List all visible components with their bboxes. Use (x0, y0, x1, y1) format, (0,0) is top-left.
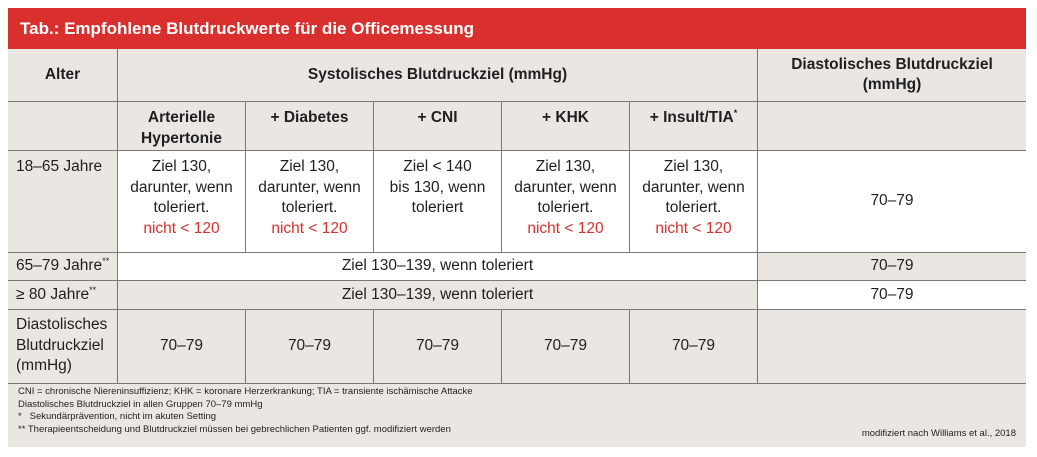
subheader-insult-sup: * (733, 107, 738, 118)
row-80-label-text: ≥ 80 Jahre** (16, 285, 96, 306)
row-diastolic-hypertonie: 70–79 (118, 310, 246, 384)
row-65-79-systolic-text: Ziel 130–139, wenn toleriert (341, 257, 534, 275)
row-65-79-label: 65–79 Jahre** (8, 253, 118, 281)
subheader-khk-text: + KHK (542, 109, 589, 126)
subheader-insult-text: + Insult/TIA* (650, 108, 737, 129)
subheader-diabetes: + Diabetes (246, 102, 374, 151)
r1c4-l3: toleriert. (665, 199, 722, 216)
row-80-systolic-text: Ziel 130–139, wenn toleriert (341, 285, 534, 303)
r4c0-text: 70–79 (159, 337, 204, 355)
subheader-empty-right (758, 102, 1026, 151)
row-65-79-label-main: 65–79 Jahre (16, 257, 103, 275)
r1c2-l1: Ziel < 140 (403, 158, 472, 175)
header-diastolic-line2: (mmHg) (862, 76, 922, 93)
r1c1-red: nicht < 120 (271, 219, 348, 237)
row-65-79-sup: ** (102, 256, 110, 267)
header-systolic: Systolisches Blutdruckziel (mmHg) (118, 49, 758, 102)
r1c2-l2: bis 130, wenn (389, 178, 486, 196)
subheader-cni: + CNI (374, 102, 502, 151)
r1c4-l2: darunter, wenn (642, 178, 745, 196)
subheader-hypertonie-line1: Arterielle (147, 109, 216, 126)
r1c3-l2: darunter, wenn (514, 178, 617, 196)
subheader-diabetes-text: + Diabetes (270, 109, 349, 126)
r1c3-l1: Ziel 130, (535, 158, 596, 175)
source-note: modifiziert nach Williams et al., 2018 (861, 428, 1016, 439)
header-alter: Alter (8, 49, 118, 102)
row-diastolic-cni: 70–79 (374, 310, 502, 384)
row-80-sup: ** (89, 284, 97, 295)
row-65-79-diastolic: 70–79 (758, 253, 1026, 281)
row-18-65-diabetes: Ziel 130, darunter, wenn toleriert. nicht <… (246, 151, 374, 253)
r1c4-l1: Ziel 130, (663, 158, 724, 175)
row-18-65-diastolic: 70–79 (758, 151, 1026, 253)
subheader-khk: + KHK (502, 102, 630, 151)
footnote-star: * Sekundärprävention, nicht im akuten Se… (18, 411, 217, 423)
row-18-65-diabetes-text: Ziel 130, darunter, wenn toleriert. nicht <… (258, 157, 361, 239)
row-80-systolic: Ziel 130–139, wenn toleriert (118, 281, 758, 310)
footnotes: CNI = chronische Niereninsuffizienz; KHK… (18, 386, 473, 436)
table-frame: Tab.: Empfohlene Blutdruckwerte für die … (8, 8, 1026, 447)
row-18-65-khk-text: Ziel 130, darunter, wenn toleriert. nicht <… (514, 157, 617, 239)
subheader-insult-label: + Insult/TIA (649, 109, 734, 126)
row-18-65-label-text: 18–65 Jahre (16, 158, 103, 175)
header-diastolic-line1: Diastolisches Blutdruckziel (791, 55, 993, 73)
row-80-diastolic: 70–79 (758, 281, 1026, 310)
r1c3-l3: toleriert. (537, 199, 594, 216)
row-80-diastolic-text: 70–79 (870, 285, 914, 303)
row-diastolic-l2: Blutdruckziel (16, 336, 104, 354)
row-diastolic-l1: Diastolisches (16, 316, 108, 333)
header-alter-text: Alter (44, 65, 81, 83)
row-65-79-label-text: 65–79 Jahre** (16, 256, 109, 277)
subheader-hypertonie-line2: Hypertonie (141, 129, 222, 147)
row-diastolic-insult: 70–79 (630, 310, 758, 384)
row-18-65-cni: Ziel < 140 bis 130, wenn toleriert (374, 151, 502, 253)
row-18-65-diastolic-text: 70–79 (870, 192, 914, 210)
r1c3-red: nicht < 120 (527, 219, 604, 237)
r1c1-l1: Ziel 130, (279, 158, 340, 175)
header-diastolic: Diastolisches Blutdruckziel (mmHg) (758, 49, 1026, 102)
r1c4-red: nicht < 120 (655, 219, 732, 237)
r4c1-text: 70–79 (287, 337, 332, 355)
r1c1-l3: toleriert. (281, 199, 338, 216)
row-diastolic-label-text: Diastolisches Blutdruckziel (mmHg) (16, 315, 107, 377)
row-diastolic-empty (758, 310, 1026, 384)
r1c2-l3: toleriert (411, 199, 464, 216)
row-18-65-insult-text: Ziel 130, darunter, wenn toleriert. nicht <… (642, 157, 745, 239)
subheader-hypertonie: Arterielle Hypertonie (118, 102, 246, 151)
subheader-hypertonie-text: Arterielle Hypertonie (141, 108, 222, 149)
row-18-65-khk: Ziel 130, darunter, wenn toleriert. nicht <… (502, 151, 630, 253)
r1c0-l2: darunter, wenn (130, 178, 233, 196)
row-80-label: ≥ 80 Jahre** (8, 281, 118, 310)
r1c0-l1: Ziel 130, (151, 158, 212, 175)
footnote-abbreviations: CNI = chronische Niereninsuffizienz; KHK… (18, 386, 473, 397)
row-18-65-hypertonie-text: Ziel 130, darunter, wenn toleriert. nicht <… (130, 157, 233, 239)
r1c0-l3: toleriert. (153, 199, 210, 216)
header-systolic-text: Systolisches Blutdruckziel (mmHg) (307, 65, 568, 83)
row-18-65-insult: Ziel 130, darunter, wenn toleriert. nicht <… (630, 151, 758, 253)
r4c3-text: 70–79 (543, 337, 588, 355)
r1c1-l2: darunter, wenn (258, 178, 361, 196)
r4c2-text: 70–79 (415, 337, 460, 355)
row-diastolic-l3: (mmHg) (16, 357, 72, 374)
header-diastolic-text: Diastolisches Blutdruckziel (mmHg) (791, 55, 993, 96)
row-18-65-cni-text: Ziel < 140 bis 130, wenn toleriert (390, 157, 486, 219)
r1c0-red: nicht < 120 (143, 219, 220, 237)
row-18-65-hypertonie: Ziel 130, darunter, wenn toleriert. nicht <… (118, 151, 246, 253)
row-65-79-systolic: Ziel 130–139, wenn toleriert (118, 253, 758, 281)
row-80-label-main: ≥ 80 Jahre (16, 285, 90, 303)
row-18-65-label: 18–65 Jahre (8, 151, 118, 253)
row-65-79-diastolic-text: 70–79 (870, 257, 914, 275)
subheader-cni-text: + CNI (417, 109, 458, 126)
table-title: Tab.: Empfohlene Blutdruckwerte für die … (8, 8, 1026, 49)
r4c4-text: 70–79 (671, 337, 716, 355)
row-diastolic-diabetes: 70–79 (246, 310, 374, 384)
footnote-double-star: ** Therapieentscheidung und Blutdruckzie… (18, 423, 451, 435)
row-diastolic-khk: 70–79 (502, 310, 630, 384)
subheader-empty-left (8, 102, 118, 151)
subheader-insult: + Insult/TIA* (630, 102, 758, 151)
footnote-diastolic: Diastolisches Blutdruckziel in allen Gru… (18, 398, 263, 410)
row-diastolic-label: Diastolisches Blutdruckziel (mmHg) (8, 310, 118, 384)
